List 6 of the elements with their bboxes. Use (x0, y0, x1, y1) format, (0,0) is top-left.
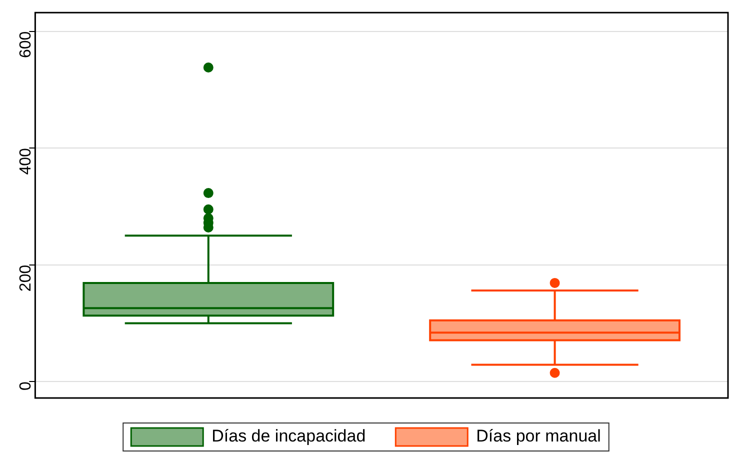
y-tick-label: 200 (18, 264, 35, 292)
y-tick-label: 400 (18, 148, 35, 175)
legend-label: Días de incapacidad (212, 426, 366, 446)
legend-label: Días por manual (476, 426, 601, 446)
y-tick-label: 600 (18, 31, 35, 58)
y-tick-label: 0 (18, 382, 35, 391)
